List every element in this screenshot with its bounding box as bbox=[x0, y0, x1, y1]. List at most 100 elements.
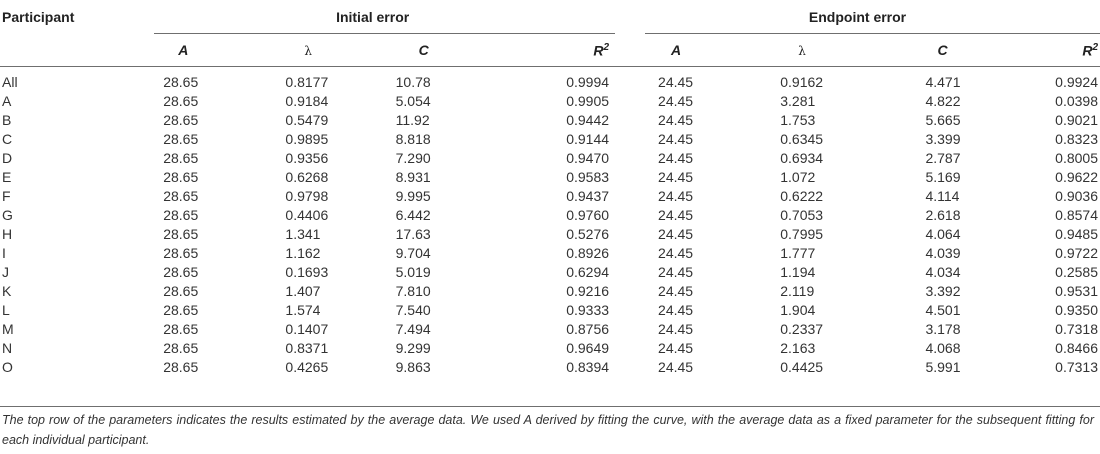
table-row: D 28.65 0.9356 7.290 0.9470 24.45 0.6934 2.787 0… bbox=[0, 149, 1100, 168]
value-cell-c2: 4.501 bbox=[925, 302, 961, 318]
value-cell-a2: 24.45 bbox=[658, 302, 694, 318]
value-cell-l1: 1.341 bbox=[285, 226, 321, 242]
participant-cell: K bbox=[2, 283, 12, 299]
value-cell-l2: 1.072 bbox=[780, 169, 816, 185]
value-cell-c2: 3.399 bbox=[925, 131, 961, 147]
value-cell-a1: 28.65 bbox=[163, 340, 199, 356]
initial-lambda-symbol: λ bbox=[304, 44, 313, 58]
value-cell-l1: 0.8371 bbox=[285, 340, 329, 356]
value-cell-c1: 6.442 bbox=[395, 207, 431, 223]
value-cell-a2: 24.45 bbox=[658, 207, 694, 223]
value-cell-l1: 0.9184 bbox=[285, 93, 329, 109]
value-cell-l2: 0.6222 bbox=[780, 188, 824, 204]
value-cell-r1: 0.9583 bbox=[566, 169, 610, 185]
value-cell-a2: 24.45 bbox=[658, 74, 694, 90]
value-cell-a1: 28.65 bbox=[163, 207, 199, 223]
endpoint-lambda-header: λ bbox=[736, 34, 857, 67]
value-cell-r1: 0.8926 bbox=[566, 245, 610, 261]
endpoint-error-header: Endpoint error bbox=[615, 0, 1100, 34]
table-row: N 28.65 0.8371 9.299 0.9649 24.45 2.163 4.068 0.… bbox=[0, 339, 1100, 358]
value-cell-a1: 28.65 bbox=[163, 188, 199, 204]
initial-a-header: A bbox=[178, 42, 189, 58]
endpoint-error-underline bbox=[645, 33, 1100, 34]
value-cell-l2: 3.281 bbox=[780, 93, 816, 109]
value-cell-a2: 24.45 bbox=[658, 93, 694, 109]
value-cell-r1: 0.9649 bbox=[566, 340, 610, 356]
value-cell-r1: 0.9437 bbox=[566, 188, 610, 204]
endpoint-c-header: C bbox=[937, 42, 948, 58]
value-cell-c2: 4.034 bbox=[925, 264, 961, 280]
parameter-table: Participant Initial error Endpoint error… bbox=[0, 0, 1100, 377]
endpoint-a-header: A bbox=[671, 42, 682, 58]
value-cell-r1: 0.9216 bbox=[566, 283, 610, 299]
value-cell-c1: 8.931 bbox=[395, 169, 431, 185]
value-cell-a1: 28.65 bbox=[163, 150, 199, 166]
table-row: A 28.65 0.9184 5.054 0.9905 24.45 3.281 4.822 0.… bbox=[0, 92, 1100, 111]
value-cell-r2: 0.0398 bbox=[1055, 93, 1098, 109]
value-cell-l2: 1.194 bbox=[780, 264, 816, 280]
table-row: O 28.65 0.4265 9.863 0.8394 24.45 0.4425 5.991 0… bbox=[0, 358, 1100, 377]
participant-cell: F bbox=[2, 188, 11, 204]
value-cell-l2: 0.2337 bbox=[780, 321, 824, 337]
value-cell-r1: 0.8756 bbox=[566, 321, 610, 337]
value-cell-c2: 4.822 bbox=[925, 93, 961, 109]
initial-r-sup: 2 bbox=[603, 41, 610, 53]
value-cell-a1: 28.65 bbox=[163, 131, 199, 147]
value-cell-a1: 28.65 bbox=[163, 283, 199, 299]
value-cell-a2: 24.45 bbox=[658, 112, 694, 128]
value-cell-l1: 1.162 bbox=[285, 245, 321, 261]
value-cell-l2: 2.163 bbox=[780, 340, 816, 356]
value-cell-l2: 0.9162 bbox=[780, 74, 824, 90]
endpoint-error-label: Endpoint error bbox=[808, 9, 907, 25]
initial-lambda-header: λ bbox=[251, 34, 372, 67]
participant-cell: L bbox=[2, 302, 10, 318]
table-row: F 28.65 0.9798 9.995 0.9437 24.45 0.6222 4.114 0… bbox=[0, 187, 1100, 206]
table-row: G 28.65 0.4406 6.442 0.9760 24.45 0.7053 2.618 0… bbox=[0, 206, 1100, 225]
value-cell-a1: 28.65 bbox=[163, 226, 199, 242]
value-cell-a1: 28.65 bbox=[163, 321, 199, 337]
value-cell-r2: 0.9924 bbox=[1055, 74, 1098, 90]
value-cell-c2: 4.471 bbox=[925, 74, 961, 90]
table-row: I 28.65 1.162 9.704 0.8926 24.45 1.777 4.039 0.9… bbox=[0, 244, 1100, 263]
value-cell-r1: 0.9144 bbox=[566, 131, 610, 147]
value-cell-l1: 0.8177 bbox=[285, 74, 329, 90]
value-cell-c2: 5.991 bbox=[925, 359, 961, 375]
value-cell-c1: 9.299 bbox=[395, 340, 431, 356]
value-cell-r2: 0.7313 bbox=[1055, 359, 1098, 375]
value-cell-r2: 0.9722 bbox=[1055, 245, 1098, 261]
value-cell-a2: 24.45 bbox=[658, 131, 694, 147]
value-cell-r1: 0.9905 bbox=[566, 93, 610, 109]
value-cell-r2: 0.8466 bbox=[1055, 340, 1098, 356]
value-cell-r1: 0.6294 bbox=[566, 264, 610, 280]
value-cell-l2: 1.904 bbox=[780, 302, 816, 318]
value-cell-c1: 7.290 bbox=[395, 150, 431, 166]
table-footnote: The top row of the parameters indicates … bbox=[2, 413, 1094, 447]
table-row: L 28.65 1.574 7.540 0.9333 24.45 1.904 4.501 0.9… bbox=[0, 301, 1100, 320]
participant-cell: A bbox=[2, 93, 12, 109]
value-cell-r2: 0.9036 bbox=[1055, 188, 1098, 204]
value-cell-r1: 0.9333 bbox=[566, 302, 610, 318]
value-cell-r2: 0.9021 bbox=[1055, 112, 1098, 128]
value-cell-c1: 7.810 bbox=[395, 283, 431, 299]
participant-header: Participant bbox=[2, 9, 75, 25]
value-cell-a1: 28.65 bbox=[163, 74, 199, 90]
value-cell-c1: 8.818 bbox=[395, 131, 431, 147]
initial-error-label: Initial error bbox=[336, 9, 410, 25]
value-cell-c1: 9.863 bbox=[395, 359, 431, 375]
table-bottom-rule bbox=[0, 406, 1100, 407]
participant-cell: H bbox=[2, 226, 13, 242]
value-cell-l2: 0.7995 bbox=[780, 226, 824, 242]
value-cell-a2: 24.45 bbox=[658, 169, 694, 185]
participant-cell: O bbox=[2, 359, 13, 375]
participant-cell: N bbox=[2, 340, 13, 356]
participant-subheader bbox=[0, 34, 130, 67]
value-cell-l1: 0.4406 bbox=[285, 207, 329, 223]
value-cell-r1: 0.8394 bbox=[566, 359, 610, 375]
endpoint-r-label: R bbox=[1082, 42, 1093, 59]
table-row: J 28.65 0.1693 5.019 0.6294 24.45 1.194 4.034 0.… bbox=[0, 263, 1100, 282]
value-cell-r2: 0.7318 bbox=[1055, 321, 1098, 337]
value-cell-l2: 1.753 bbox=[780, 112, 816, 128]
value-cell-l1: 0.5479 bbox=[285, 112, 329, 128]
value-cell-c2: 2.618 bbox=[925, 207, 961, 223]
participant-cell: M bbox=[2, 321, 14, 337]
